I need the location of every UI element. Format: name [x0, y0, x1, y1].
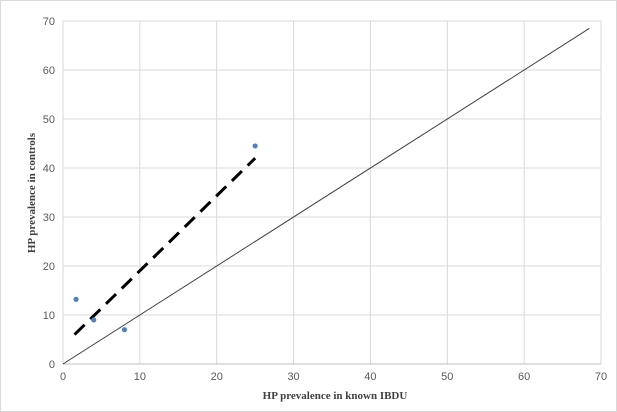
data-points — [73, 143, 258, 333]
data-point — [73, 296, 79, 302]
x-tick-label: 60 — [518, 371, 530, 383]
x-tick-label: 10 — [134, 371, 146, 383]
y-tick-label: 70 — [43, 16, 55, 28]
y-tick-label: 60 — [43, 65, 55, 77]
x-axis-ticks: 0 10 20 30 40 50 60 70 — [60, 371, 607, 383]
y-tick-label: 0 — [49, 359, 55, 371]
y-tick-label: 20 — [43, 261, 55, 273]
reference-line — [62, 27, 590, 365]
y-axis-ticks: 0 10 20 30 40 50 60 70 — [43, 16, 55, 371]
data-point — [252, 143, 258, 149]
x-tick-label: 30 — [287, 371, 299, 383]
x-tick-label: 0 — [60, 371, 66, 383]
trend-line — [73, 157, 257, 336]
y-axis-title: HP prevalence in controls — [26, 132, 38, 253]
x-tick-label: 20 — [211, 371, 223, 383]
x-axis-title: HP prevalence in known IBDU — [263, 390, 408, 402]
data-point — [121, 327, 128, 333]
gridlines — [62, 20, 602, 365]
x-tick-label: 50 — [441, 371, 453, 383]
data-point — [91, 317, 97, 323]
x-tick-label: 40 — [364, 371, 376, 383]
y-tick-label: 30 — [43, 212, 55, 224]
y-tick-label: 10 — [43, 310, 55, 322]
x-tick-label: 70 — [595, 371, 607, 383]
chart-lines — [62, 27, 590, 365]
y-tick-label: 50 — [43, 114, 55, 126]
y-tick-label: 40 — [43, 163, 55, 175]
